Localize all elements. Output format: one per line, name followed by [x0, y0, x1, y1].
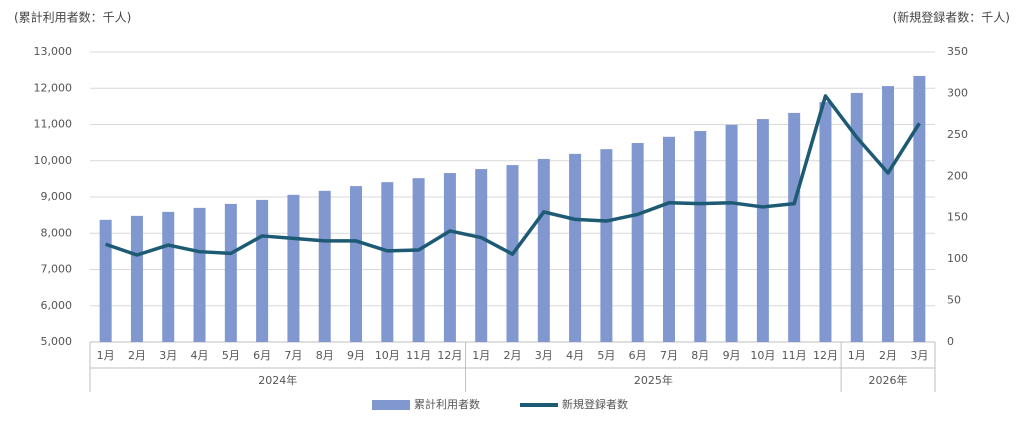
y2-tick-label: 50	[947, 294, 961, 307]
x-tick-label: 11月	[406, 349, 431, 362]
bar	[443, 173, 456, 342]
line	[105, 94, 921, 257]
y2-tick-label: 150	[947, 211, 968, 224]
bar	[850, 92, 863, 343]
bar	[381, 182, 394, 342]
x-tick-label: 5月	[597, 349, 615, 362]
x-tick-label: 2月	[128, 349, 146, 362]
x-tick-label: 1月	[97, 349, 115, 362]
x-tick-label: 1月	[472, 349, 490, 362]
x-tick-label: 3月	[910, 349, 928, 362]
bar	[99, 219, 112, 342]
bar	[569, 153, 582, 342]
y2-tick-label: 0	[947, 335, 954, 348]
x-tick-label: 3月	[159, 349, 177, 362]
y2-tick-label: 350	[947, 45, 968, 58]
bar	[350, 186, 363, 342]
y2-axis-label: (新規登録者数：千人)	[893, 10, 1010, 25]
x-tick-label: 12月	[813, 349, 838, 362]
group-label: 2025年	[634, 373, 673, 387]
bar	[756, 119, 769, 342]
y2-tick-label: 250	[947, 128, 968, 141]
bar	[882, 86, 895, 342]
bar	[193, 207, 206, 342]
bar	[600, 149, 613, 342]
bar	[224, 203, 237, 342]
x-tick-label: 2月	[879, 349, 897, 362]
x-tick-label: 10月	[375, 349, 400, 362]
bar	[287, 194, 300, 342]
group-label: 2024年	[258, 373, 297, 387]
x-tick-label: 8月	[691, 349, 709, 362]
bar	[788, 112, 801, 343]
bar	[130, 215, 143, 342]
legend-label: 累計利用者数	[414, 397, 480, 411]
y-axis-label: (累計利用者数：千人)	[14, 10, 131, 25]
x-tick-label: 4月	[191, 349, 209, 362]
bar	[913, 75, 926, 343]
y-tick-label: 11,000	[34, 118, 73, 131]
bar	[662, 136, 675, 342]
x-tick-label: 10月	[750, 349, 775, 362]
bar	[412, 178, 425, 342]
x-tick-label: 9月	[723, 349, 741, 362]
x-tick-label: 2月	[504, 349, 522, 362]
y-tick-label: 5,000	[41, 335, 73, 348]
bar	[318, 190, 331, 342]
y-tick-label: 7,000	[41, 263, 73, 276]
x-tick-label: 5月	[222, 349, 240, 362]
y2-tick-label: 200	[947, 169, 968, 182]
x-tick-label: 4月	[566, 349, 584, 362]
y-tick-label: 6,000	[41, 299, 73, 312]
bar	[537, 158, 550, 342]
legend-label: 新規登録者数	[562, 397, 628, 411]
x-tick-label: 7月	[660, 349, 678, 362]
x-tick-label: 3月	[535, 349, 553, 362]
group-label: 2026年	[869, 373, 908, 387]
x-tick-label: 1月	[848, 349, 866, 362]
x-tick-label: 11月	[782, 349, 807, 362]
y-tick-label: 9,000	[41, 190, 73, 203]
bar	[631, 142, 644, 342]
bar	[256, 199, 269, 342]
bar	[694, 131, 707, 342]
y2-tick-label: 300	[947, 86, 968, 99]
y-tick-label: 8,000	[41, 226, 73, 239]
x-tick-label: 12月	[437, 349, 462, 362]
x-tick-label: 8月	[316, 349, 334, 362]
x-tick-label: 7月	[284, 349, 302, 362]
y-tick-label: 12,000	[34, 81, 73, 94]
bar	[475, 169, 488, 342]
x-tick-label: 6月	[253, 349, 271, 362]
y2-tick-label: 100	[947, 252, 968, 265]
bar	[819, 102, 832, 343]
y-tick-label: 10,000	[34, 154, 73, 167]
bar	[162, 211, 175, 342]
x-tick-label: 6月	[629, 349, 647, 362]
bar	[725, 124, 738, 342]
y-tick-label: 13,000	[34, 45, 73, 58]
legend-swatch	[372, 400, 410, 410]
x-tick-label: 9月	[347, 349, 365, 362]
